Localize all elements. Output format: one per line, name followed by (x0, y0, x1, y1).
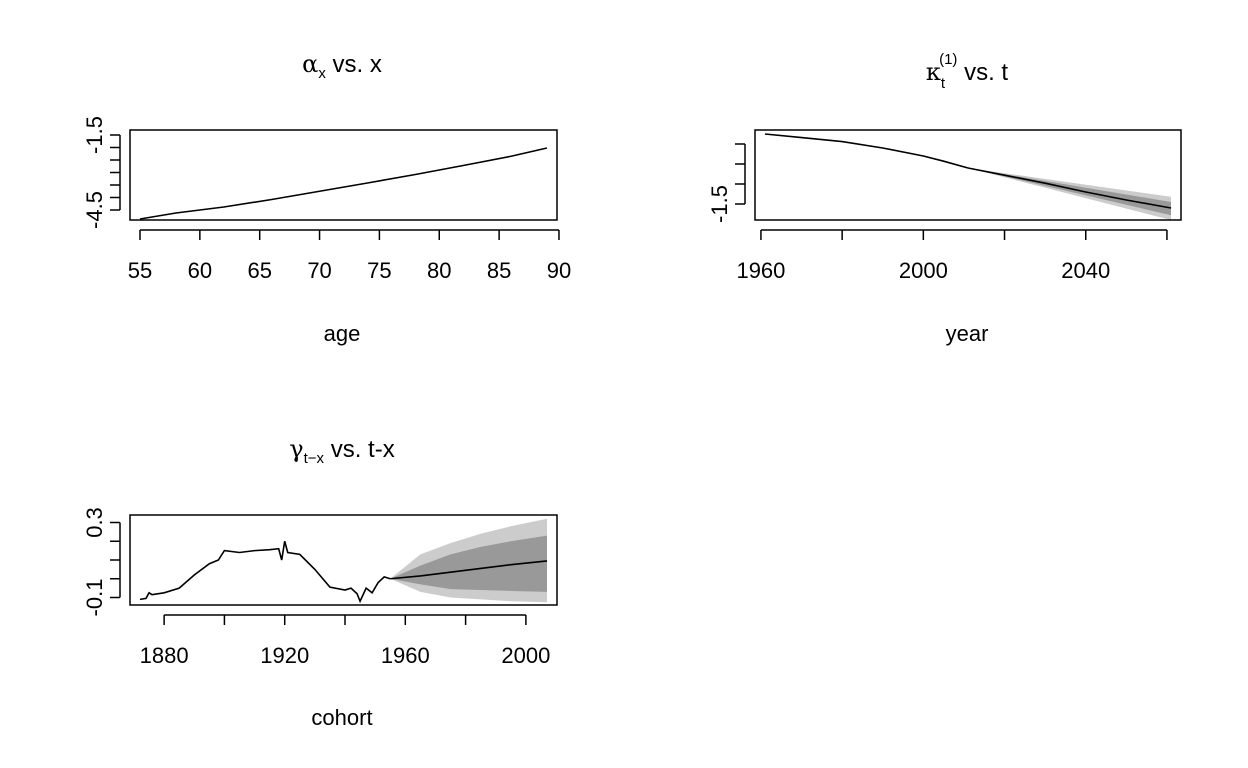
gamma-plot-frame (129, 514, 558, 606)
kappa-x-tick-label: 2040 (1061, 258, 1110, 283)
alpha-y-tick-label: -1.5 (82, 116, 107, 154)
alpha-x-tick-label: 70 (307, 258, 331, 283)
alpha-x-tick-label: 90 (547, 258, 571, 283)
gamma-fan-inner-band (390, 535, 547, 592)
gamma-x-tick-label: 2000 (501, 643, 550, 668)
kappa-x-tick-label: 1960 (736, 258, 785, 283)
alpha-x-tick-label: 55 (128, 258, 152, 283)
gamma-x-tick-label: 1960 (381, 643, 430, 668)
panel-alpha-title: αx vs. x (302, 50, 382, 82)
kappa-fan-outer-band (968, 168, 1171, 220)
panel-kappa: κt(1) vs. t year 1960 2000 2040 -1.5 (707, 51, 1182, 346)
alpha-y-tick-label: -4.5 (82, 191, 107, 229)
alpha-x-tick-label: 65 (247, 258, 271, 283)
gamma-x-tick-label: 1880 (140, 643, 189, 668)
alpha-series-line-0 (139, 147, 548, 220)
alpha-x-tick-label: 80 (427, 258, 451, 283)
kappa-y-tick-label: -1.5 (707, 185, 732, 223)
panel-gamma-title: γt−x vs. t-x (289, 435, 394, 467)
alpha-plot-frame (129, 129, 558, 221)
kappa-series-line-1 (967, 167, 1172, 209)
kappa-fan-inner-band (968, 168, 1171, 216)
kappa-plot-frame (754, 129, 1182, 221)
panel-kappa-title: κt(1) vs. t (926, 51, 1009, 92)
panel-gamma-xlabel: cohort (311, 705, 372, 730)
panel-gamma: γt−x vs. t-x cohort 1880 1920 1960 2000 -0.1… (82, 435, 558, 730)
panel-kappa-xlabel: year (946, 321, 989, 346)
kappa-x-tick-label: 2000 (899, 258, 948, 283)
alpha-x-tick-label: 85 (487, 258, 511, 283)
panel-alpha-xlabel: age (324, 321, 361, 346)
gamma-series-line-1 (390, 560, 548, 580)
kappa-series-line-0 (764, 133, 969, 169)
gamma-y-tick-label: 0.3 (82, 507, 107, 538)
gamma-series-line-0 (139, 541, 391, 604)
gamma-y-tick-label: -0.1 (82, 579, 107, 617)
gamma-x-tick-label: 1920 (260, 643, 309, 668)
panel-alpha: αx vs. x age 55 60 65 70 75 80 85 90 -4.5 -1.5 (82, 50, 571, 346)
alpha-x-tick-label: 60 (188, 258, 212, 283)
alpha-x-tick-label: 75 (367, 258, 391, 283)
